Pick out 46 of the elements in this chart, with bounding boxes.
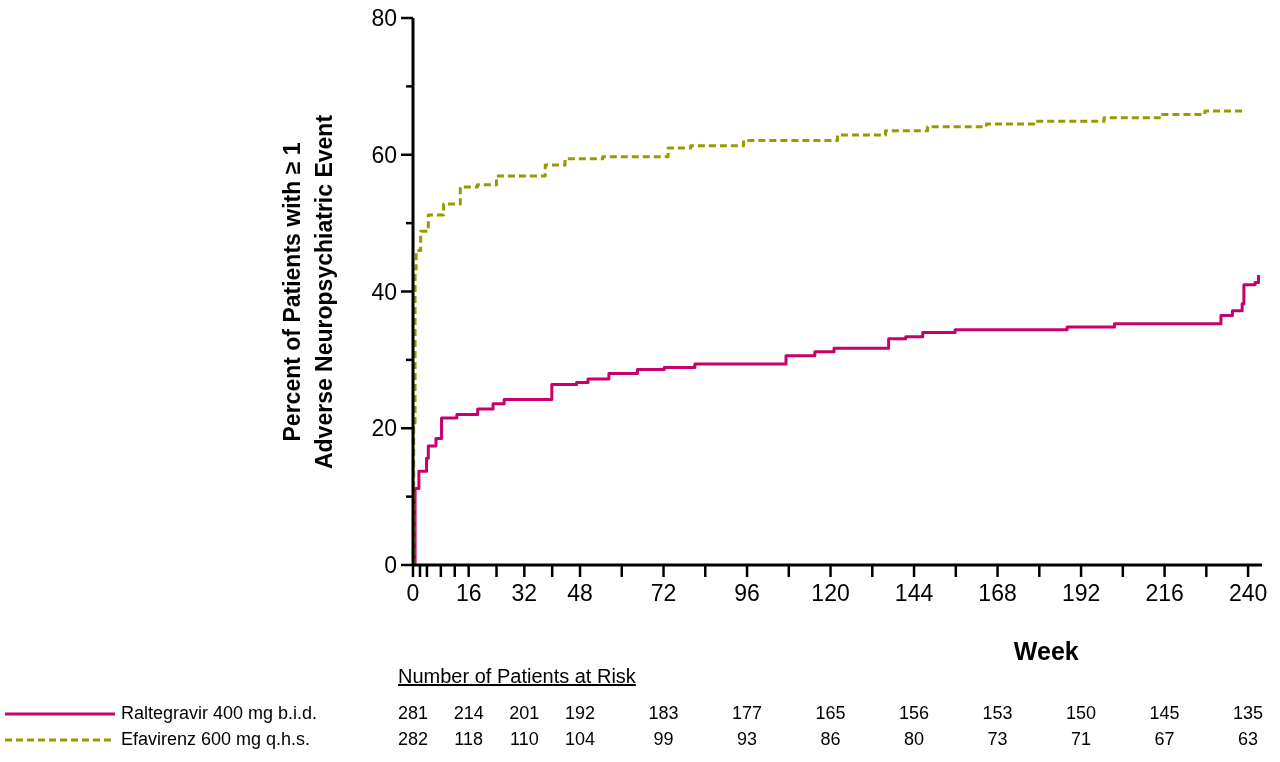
text: 67 <box>1154 729 1175 750</box>
x-tick-label: 0 <box>406 580 420 606</box>
x-tick-label: 240 <box>1228 580 1268 606</box>
text: 183 <box>648 703 679 724</box>
text: 135 <box>1233 703 1264 724</box>
text: 73 <box>987 729 1008 750</box>
text: 118 <box>454 729 484 750</box>
text: 192 <box>564 703 596 724</box>
legend-label: Efavirenz 600 mg q.h.s. <box>121 729 311 750</box>
text: 153 <box>982 703 1013 724</box>
text: 99 <box>653 729 674 750</box>
x-tick-label: 144 <box>894 580 934 606</box>
text: 214 <box>453 703 484 724</box>
x-tick-label: 216 <box>1145 580 1184 606</box>
text: 71 <box>1071 729 1092 750</box>
text: 104 <box>564 729 596 750</box>
text: 281 <box>397 703 429 724</box>
text: 165 <box>815 703 846 724</box>
x-tick-label: 72 <box>650 580 677 606</box>
text: 156 <box>899 703 930 724</box>
text: 110 <box>509 729 539 750</box>
text: 145 <box>1149 703 1180 724</box>
text: 282 <box>397 729 429 750</box>
y-tick-label: 20 <box>371 415 397 442</box>
x-tick-label: 192 <box>1061 580 1101 606</box>
text: 63 <box>1238 729 1259 750</box>
text: 86 <box>820 729 841 750</box>
y-tick-label: 80 <box>371 5 397 32</box>
x-tick-label: 168 <box>978 580 1017 606</box>
x-tick-label: 48 <box>567 580 593 606</box>
y-tick-label: 0 <box>384 552 397 579</box>
text: 150 <box>1066 703 1097 724</box>
x-tick-label: 32 <box>511 580 538 606</box>
text: 80 <box>904 729 925 750</box>
legend-label: Raltegravir 400 mg b.i.d. <box>121 703 318 724</box>
y-tick-label: 60 <box>371 141 397 168</box>
text: 177 <box>732 703 763 724</box>
x-tick-label: 96 <box>734 580 760 606</box>
y-axis-title: Percent of Patients with ≥ 1 Adverse Neuropsychiatric Event <box>278 114 338 469</box>
y-tick-label: 40 <box>371 278 397 305</box>
x-tick-label: 120 <box>811 580 850 606</box>
text: Number of Patients at Risk <box>398 665 636 688</box>
x-tick-label: 16 <box>455 580 482 606</box>
x-axis-title: Week <box>1013 637 1079 666</box>
text: 93 <box>737 729 758 750</box>
text: 201 <box>509 703 540 724</box>
